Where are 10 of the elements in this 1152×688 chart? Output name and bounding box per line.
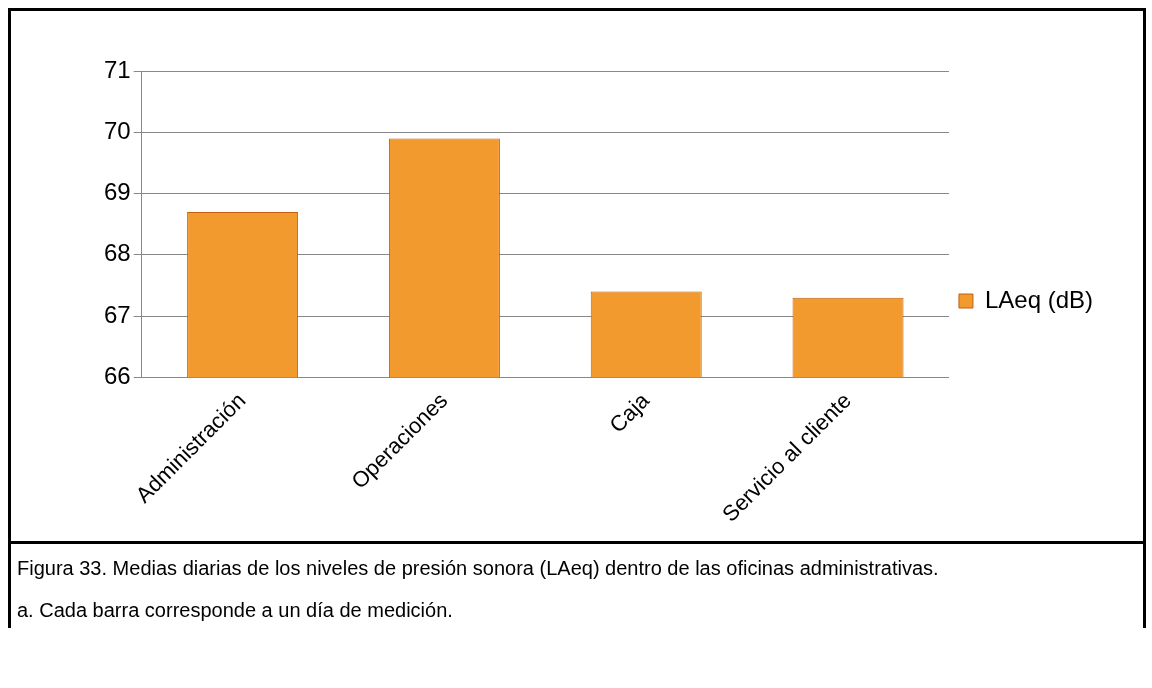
legend-label: LAeq (dB) [984, 285, 1093, 313]
y-tick-label: 66 [103, 361, 131, 389]
text: Figura 33. Medias diarias de los niveles de presión sonora (LAeq) dentro de las oficinas administrativas. [17, 556, 940, 581]
text: a. Cada barra corresponde a un día de medición. [17, 598, 454, 623]
x-tick-label: Caja [604, 387, 655, 438]
y-tick-label: 67 [103, 300, 131, 328]
y-tick-label: 69 [103, 178, 131, 206]
y-tick-label: 68 [103, 239, 131, 267]
y-tick-label: 70 [103, 116, 131, 144]
y-tick-label: 71 [103, 55, 131, 83]
